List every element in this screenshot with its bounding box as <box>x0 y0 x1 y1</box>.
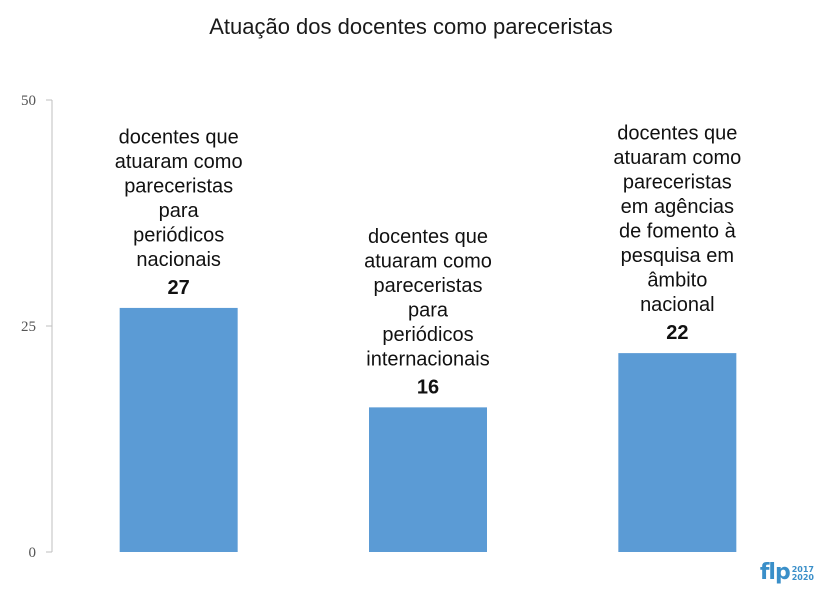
logo-year-end: 2020 <box>791 573 814 582</box>
bar <box>618 353 737 552</box>
logo-year-start: 2017 <box>791 565 814 574</box>
y-axis: 0 25 50 <box>21 93 53 561</box>
bar <box>369 407 487 552</box>
category-label-line: nacionais <box>136 249 221 271</box>
category-label-line: de fomento à <box>619 221 737 243</box>
category-label-line: docentes que <box>617 123 737 145</box>
category-label-line: nacional <box>640 294 715 316</box>
category-label-line: âmbito <box>647 270 707 292</box>
category-label: docentes que atuaram como pareceristas para… <box>364 226 492 370</box>
category-label-line: docentes que <box>368 226 488 248</box>
bars <box>119 307 737 552</box>
category-label-line: atuaram como <box>364 250 492 272</box>
logo-text: flp <box>759 560 791 585</box>
category-label-line: atuaram como <box>115 151 243 173</box>
category-label-line: pesquisa em <box>621 245 734 267</box>
value-label: 22 <box>666 322 688 344</box>
value-label: 27 <box>168 277 190 299</box>
y-tick-label: 0 <box>29 545 37 561</box>
flp-logo: flp 2017 2020 <box>760 562 814 584</box>
chart-title: Atuação dos docentes como pareceristas <box>209 14 613 39</box>
logo-years: 2017 2020 <box>792 566 814 582</box>
category-label-line: pareceristas <box>623 172 732 194</box>
value-label: 16 <box>417 376 439 398</box>
category-label: docentes que atuaram como pareceristas em a… <box>613 123 741 317</box>
y-tick-label: 25 <box>21 319 36 335</box>
category-label-line: periódicos <box>382 324 473 346</box>
category-label: docentes que atuaram como pareceristas para… <box>115 126 243 270</box>
category-label-line: internacionais <box>366 348 489 370</box>
category-label-line: em agências <box>621 196 734 218</box>
category-label-line: docentes que <box>119 126 239 148</box>
category-label-line: pareceristas <box>124 175 233 197</box>
category-label-line: atuaram como <box>613 147 741 169</box>
bar <box>119 307 238 552</box>
category-label-line: pareceristas <box>374 275 483 297</box>
category-label-line: para <box>408 299 449 321</box>
category-label-line: periódicos <box>133 224 224 246</box>
y-tick-label: 50 <box>21 93 36 109</box>
category-label-line: para <box>159 200 200 222</box>
